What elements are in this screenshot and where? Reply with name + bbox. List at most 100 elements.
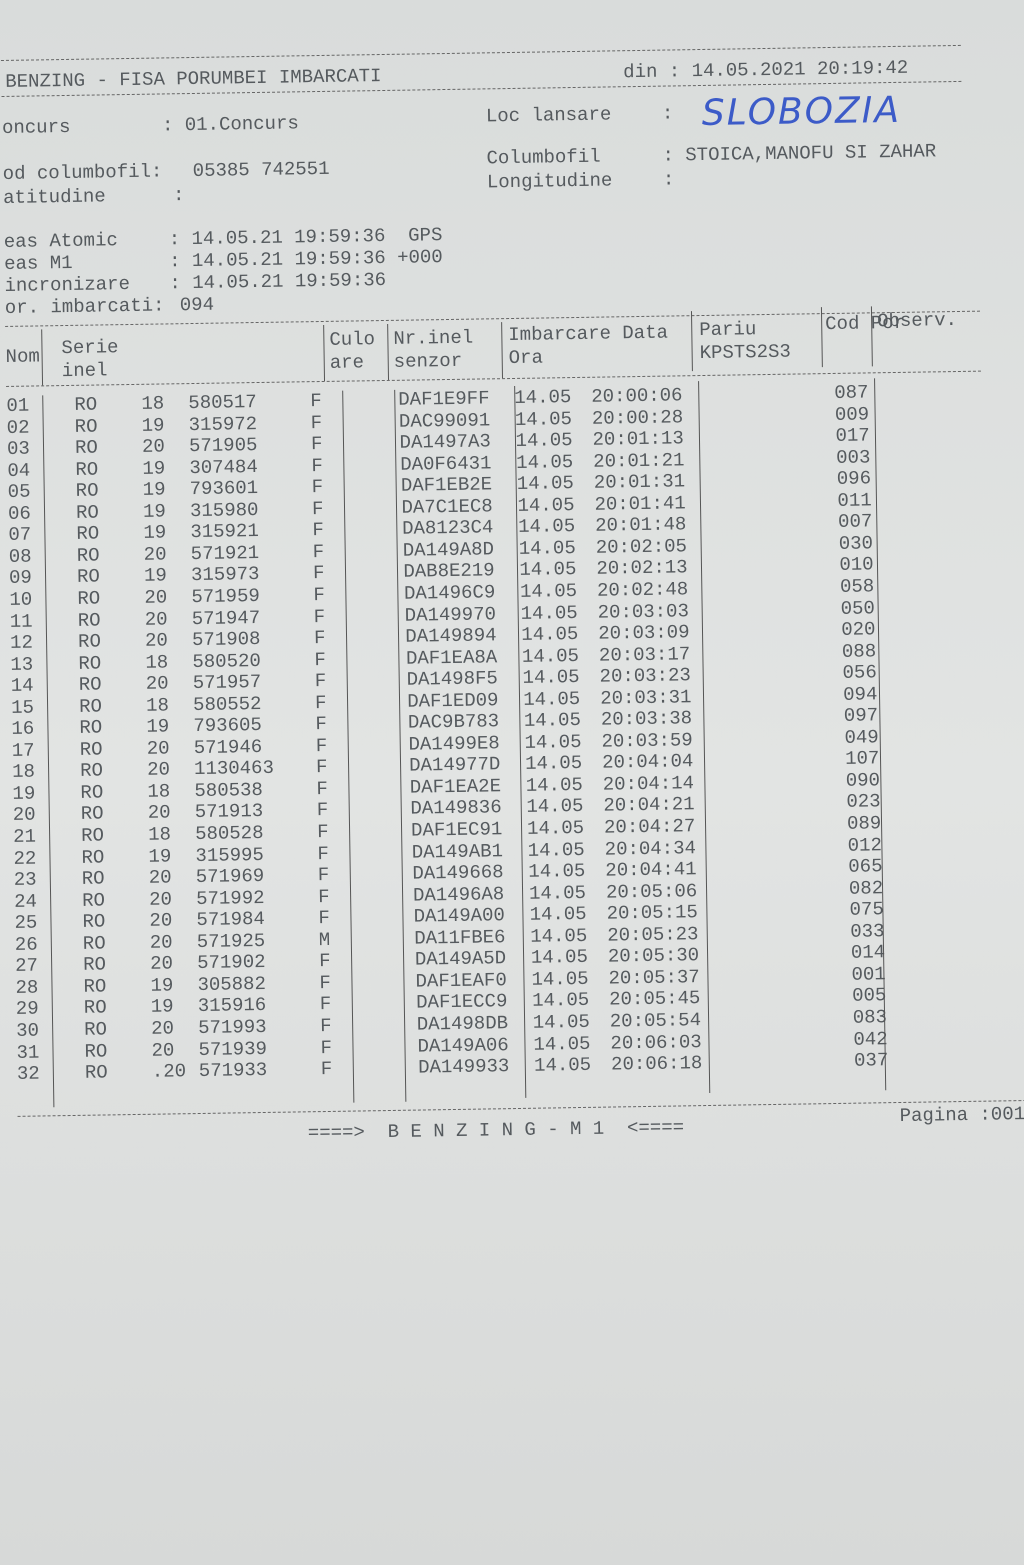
info-value: : 01.Concurs xyxy=(161,112,299,137)
cell-0: 24 xyxy=(13,890,38,913)
cell-7: 20:04:27 xyxy=(603,815,696,839)
cell-3: 571933 xyxy=(198,1058,268,1083)
cell-3: 571925 xyxy=(196,929,266,953)
cell-4: F xyxy=(312,540,325,563)
cell-5: DAC99091 xyxy=(398,408,491,433)
cell-6: 14.05 xyxy=(522,666,580,690)
cell-3: 571939 xyxy=(198,1037,268,1061)
cell-0: 03 xyxy=(6,437,31,461)
cell-0: 05 xyxy=(7,480,31,504)
cell-4: F xyxy=(313,605,326,628)
cell-2: 20 xyxy=(149,931,173,954)
cell-7: 20:05:45 xyxy=(608,987,701,1011)
cell-0: 25 xyxy=(14,911,38,935)
cell-0: 17 xyxy=(11,739,35,762)
cell-2: 19 xyxy=(148,844,172,868)
cell-6: 14.05 xyxy=(515,429,573,453)
cell-8: 088 xyxy=(841,639,877,663)
cell-8: 017 xyxy=(835,424,870,448)
cell-1: RO xyxy=(81,846,105,869)
cell-4: F xyxy=(313,583,325,607)
cell-4: F xyxy=(310,433,323,456)
cell-5: DA0F6431 xyxy=(400,451,492,476)
cell-6: 14.05 xyxy=(532,1010,590,1034)
cell-3: 580528 xyxy=(194,821,264,846)
cell-8: 050 xyxy=(840,596,876,620)
cell-6: 14.05 xyxy=(533,1032,591,1056)
cell-8: 089 xyxy=(846,812,882,835)
cell-8: 011 xyxy=(837,489,872,512)
page-number: Pagina :001 xyxy=(899,1103,1024,1128)
cell-0: 06 xyxy=(7,502,32,525)
cell-7: 20:01:48 xyxy=(594,513,687,538)
cell-3: 793605 xyxy=(193,714,263,738)
cell-1: RO xyxy=(74,436,99,459)
cell-5: DA149668 xyxy=(412,861,504,885)
cell-8: 020 xyxy=(841,618,876,641)
cell-3: 580520 xyxy=(192,649,262,673)
column-header: Imbarcare Data Ora xyxy=(508,321,669,370)
title: BENZING - FISA PORUMBEI IMBARCATI xyxy=(5,65,382,93)
cell-4: F xyxy=(314,670,327,693)
cell-8: 005 xyxy=(851,984,887,1008)
cell-2: 18 xyxy=(147,823,172,846)
cell-8: 097 xyxy=(843,704,879,728)
cell-5: DAF1E9FF xyxy=(398,387,490,411)
cell-0: 10 xyxy=(9,588,33,611)
cell-8: 003 xyxy=(836,446,871,469)
info-value: : xyxy=(661,102,674,125)
cell-6: 14.05 xyxy=(531,967,589,991)
cell-3: 315980 xyxy=(189,498,259,522)
cell-0: 09 xyxy=(8,566,33,590)
cell-0: 23 xyxy=(13,868,37,891)
cell-7: 20:06:03 xyxy=(610,1030,702,1055)
cell-0: 26 xyxy=(14,933,38,956)
cell-8: 030 xyxy=(838,532,874,555)
cell-2: 19 xyxy=(146,715,170,739)
cell-8: 056 xyxy=(842,661,877,684)
cell-3: 571957 xyxy=(192,671,262,695)
cell-4: F xyxy=(311,476,324,499)
cell-2: 18 xyxy=(145,651,169,674)
cell-1: RO xyxy=(82,953,107,977)
cell-2: 20 xyxy=(148,888,173,911)
cell-3: 315973 xyxy=(190,563,260,587)
cell-4: F xyxy=(314,691,327,714)
cell-2: 20 xyxy=(141,435,166,458)
cell-5: DAF1EA8A xyxy=(405,645,498,670)
cell-2: 19 xyxy=(150,995,174,1019)
cell-4: F xyxy=(310,389,322,413)
cell-7: 20:05:23 xyxy=(607,922,699,947)
cell-2: 20 xyxy=(146,737,170,760)
cell-3: 305882 xyxy=(197,972,267,996)
cell-8: 012 xyxy=(847,833,883,857)
cell-1: RO xyxy=(78,695,103,718)
cell-7: 20:05:37 xyxy=(608,965,700,990)
info-label: od columbofil: xyxy=(2,160,163,185)
cell-7: 20:03:03 xyxy=(597,599,690,624)
cell-3: 571984 xyxy=(196,908,266,932)
cell-6: 14.05 xyxy=(528,881,587,905)
info-value: 094 xyxy=(179,293,215,317)
cell-5: DA149970 xyxy=(404,602,497,627)
cell-5: DA149AB1 xyxy=(411,839,504,864)
cell-3: 571921 xyxy=(190,541,260,565)
cell-6: 14.05 xyxy=(530,946,589,970)
cell-2: 20 xyxy=(144,607,168,631)
cell-1: RO xyxy=(75,458,99,481)
print-date: din : 14.05.2021 20:19:42 xyxy=(623,56,909,84)
cell-6: 14.05 xyxy=(521,623,579,646)
cell-6: 14.05 xyxy=(523,709,582,733)
cell-6: 14.05 xyxy=(518,536,576,560)
cell-6: 14.05 xyxy=(514,386,572,409)
cell-4: F xyxy=(312,519,324,542)
cell-3: 307484 xyxy=(189,455,258,479)
cell-2: 18 xyxy=(147,780,171,803)
cell-8: 065 xyxy=(848,855,883,878)
cell-5: DA1498F5 xyxy=(406,667,498,691)
cell-7: 20:03:23 xyxy=(599,664,691,688)
cell-0: 13 xyxy=(10,653,34,676)
cell-2: 19 xyxy=(150,974,174,997)
cell-8: 007 xyxy=(837,510,873,534)
